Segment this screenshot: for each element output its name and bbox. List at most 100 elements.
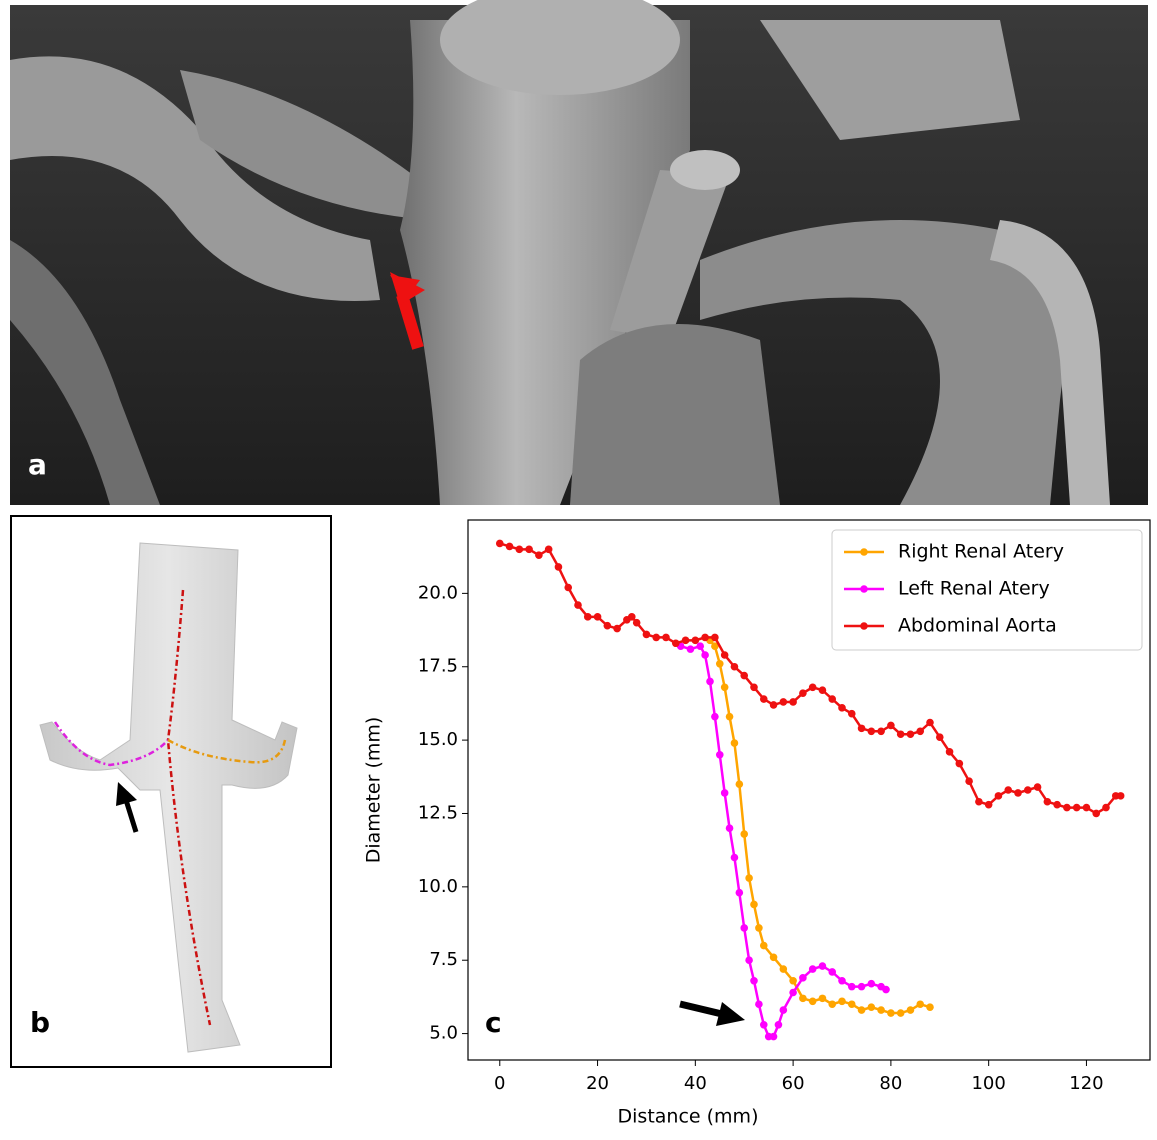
data-point [809, 965, 817, 973]
data-point [828, 1000, 836, 1008]
legend-label: Abdominal Aorta [898, 615, 1057, 637]
data-point [711, 634, 719, 642]
data-point [780, 698, 788, 706]
x-tick-label: 120 [1069, 1073, 1103, 1094]
data-point [604, 622, 612, 630]
data-point [1102, 804, 1110, 812]
data-point [750, 977, 758, 985]
data-point [755, 1000, 763, 1008]
data-point [745, 956, 753, 964]
data-point [936, 733, 944, 741]
data-point [799, 974, 807, 982]
data-point [848, 983, 856, 991]
data-point [1073, 804, 1081, 812]
data-point [848, 1000, 856, 1008]
data-point [555, 563, 563, 571]
data-point [819, 686, 827, 694]
data-point [711, 713, 719, 721]
data-point [682, 637, 690, 645]
data-point [706, 678, 714, 686]
data-point [858, 725, 866, 733]
data-point [1024, 786, 1032, 794]
data-point [897, 730, 905, 738]
data-point [926, 719, 934, 727]
data-point [985, 801, 993, 809]
data-point [828, 968, 836, 976]
data-point [726, 713, 734, 721]
data-point [897, 1009, 905, 1017]
data-point [496, 540, 504, 548]
y-tick-label: 20.0 [418, 582, 458, 603]
data-point [848, 710, 856, 718]
data-point [692, 637, 700, 645]
data-line [710, 640, 930, 1013]
panel-label: b [30, 1006, 50, 1039]
data-point [721, 683, 729, 691]
y-tick-label: 17.5 [418, 656, 458, 677]
x-tick-label: 100 [971, 1073, 1005, 1094]
data-point [545, 546, 553, 554]
y-tick-label: 10.0 [418, 876, 458, 897]
data-point [594, 613, 602, 621]
legend-marker [860, 548, 868, 556]
data-point [838, 704, 846, 712]
arrow-annotation [680, 1002, 745, 1026]
legend-label: Right Renal Atery [898, 541, 1064, 563]
render-panel [10, 0, 1148, 505]
data-point [628, 613, 636, 621]
data-point [995, 792, 1003, 800]
data-point [819, 995, 827, 1003]
y-tick-label: 7.5 [429, 949, 458, 970]
data-point [1117, 792, 1125, 800]
data-point [809, 683, 817, 691]
y-tick-label: 15.0 [418, 729, 458, 750]
data-point [716, 751, 724, 759]
data-point [672, 639, 680, 647]
data-point [760, 1021, 768, 1029]
data-point [1004, 786, 1012, 794]
data-point [819, 962, 827, 970]
data-point [770, 701, 778, 709]
data-point [740, 830, 748, 838]
data-point [946, 748, 954, 756]
data-point [926, 1003, 934, 1011]
data-point [956, 760, 964, 768]
x-tick-label: 40 [684, 1073, 707, 1094]
data-point [731, 663, 739, 671]
data-point [574, 601, 582, 609]
data-point [789, 977, 797, 985]
data-point [652, 634, 660, 642]
data-point [584, 613, 592, 621]
data-point [780, 965, 788, 973]
x-axis-label: Distance (mm) [618, 1106, 759, 1128]
panel-label: c [485, 1006, 502, 1039]
data-point [750, 683, 758, 691]
data-point [643, 631, 651, 639]
data-point [877, 1006, 885, 1014]
y-tick-label: 12.5 [418, 802, 458, 823]
data-point [701, 634, 709, 642]
data-point [633, 619, 641, 627]
data-point [789, 698, 797, 706]
data-point [858, 1006, 866, 1014]
data-point [755, 924, 763, 932]
data-point [887, 1009, 895, 1017]
data-point [916, 728, 924, 736]
y-tick-label: 5.0 [429, 1023, 458, 1044]
data-point [564, 584, 572, 592]
y-axis-label: Diameter (mm) [363, 717, 385, 864]
panel-label: a [28, 448, 47, 481]
data-point [858, 983, 866, 991]
data-point [780, 1006, 788, 1014]
data-point [838, 977, 846, 985]
data-point [916, 1000, 924, 1008]
x-tick-label: 20 [586, 1073, 609, 1094]
data-point [740, 672, 748, 680]
x-tick-label: 0 [494, 1073, 505, 1094]
model-panel [11, 516, 331, 1067]
data-point [799, 689, 807, 697]
data-point [721, 651, 729, 659]
data-point [731, 854, 739, 862]
